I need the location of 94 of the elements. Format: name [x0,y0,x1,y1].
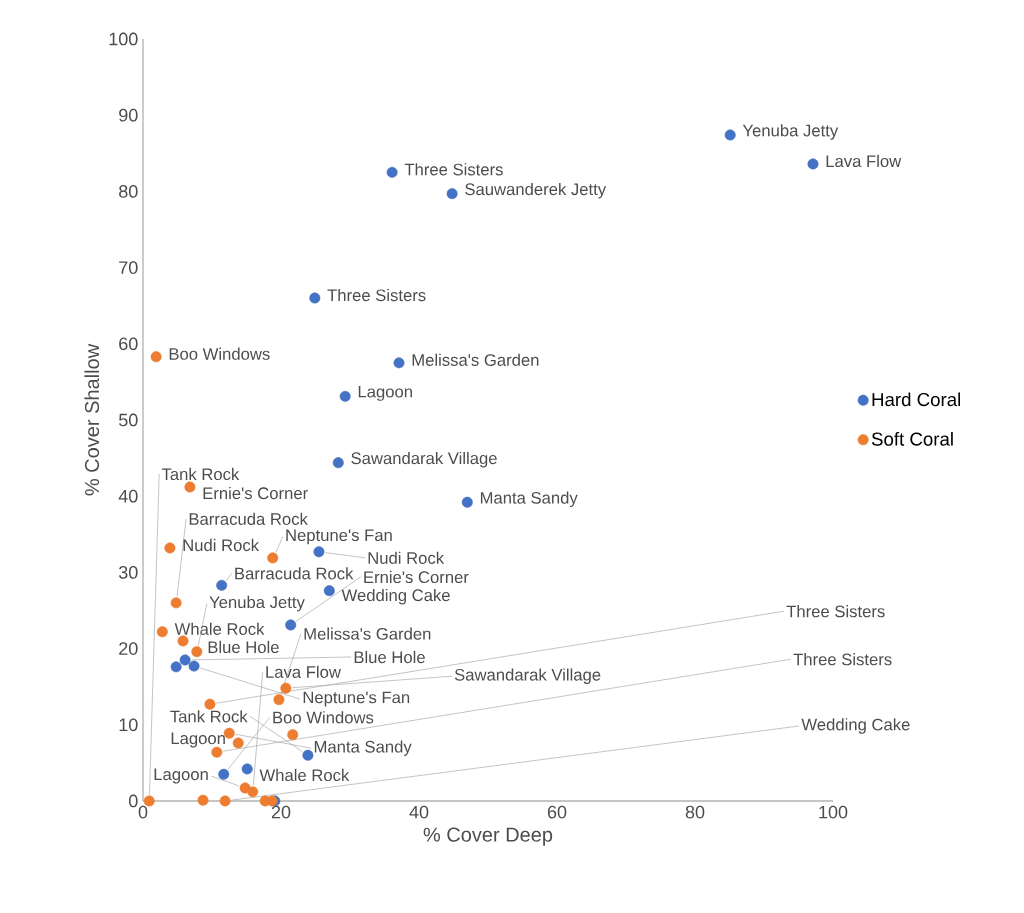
point [150,351,162,363]
data-label: Three Sisters [404,163,503,176]
point [188,660,200,672]
data-label: Lagoon [154,768,208,784]
data-label: Lava Flow [826,154,902,168]
y-tick-label: 60 [119,337,138,351]
data-label: Manta Sandy [480,491,578,508]
x-tick-label: 60 [547,805,567,819]
data-label: Wedding Cake [341,588,450,605]
point [323,585,335,597]
data-label: Nudi Rock [368,551,445,564]
point [446,188,458,200]
data-label: Tank Rock [161,467,240,481]
point [287,729,299,741]
data-label: Neptune's Fan [303,691,410,707]
point [197,794,209,806]
y-tick-label: 70 [119,261,138,274]
point [191,646,203,658]
data-label: Wedding Cake [801,718,910,734]
point [177,635,189,647]
data-label: Blue Hole [354,650,425,664]
point [724,129,736,141]
y-tick-label: 30 [118,566,138,579]
point [807,158,819,170]
x-tick-label: 80 [685,805,705,819]
point [332,457,344,469]
point [285,619,297,631]
point [273,694,285,706]
data-label: Melissa's Garden [412,353,539,366]
legend-label: Hard Coral [872,392,961,407]
point [386,166,398,178]
data-label: Boo Windows [169,347,270,360]
y-tick-label: 40 [118,489,138,503]
data-label: Blue Hole [208,640,279,654]
y-tick-label: 50 [118,413,138,427]
point [218,768,230,780]
point [216,579,228,591]
data-label: Three Sisters [327,288,426,302]
data-label: Lava Flow [266,665,341,678]
point [232,737,244,749]
data-label: Sauwanderek Jetty [465,182,607,199]
point [179,654,191,666]
point [280,682,292,694]
data-label: Sawandarak Village [454,668,601,684]
point [241,763,253,775]
data-label: Yenuba Jetty [742,124,839,140]
point [204,698,216,710]
data-label: Lagoon [171,732,225,748]
point [170,597,182,609]
point [219,795,231,807]
y-tick-label: 80 [119,185,138,198]
point [170,661,182,673]
data-label: Lagoon [358,385,412,401]
point [461,496,473,508]
y-tick-label: 100 [109,32,138,46]
point [223,727,235,739]
point [339,390,351,402]
data-label: Sawandarak Village [351,451,497,468]
data-label: Ernie's Corner [364,570,469,584]
point [143,795,155,807]
data-label: Melissa's Garden [304,627,431,640]
data-label: Tank Rock [170,710,248,723]
y-tick-label: 20 [119,642,138,655]
point [313,546,325,558]
y-tick-label: 90 [119,108,138,122]
data-label: Barracuda Rock [235,567,354,580]
data-label: Whale Rock [174,622,265,635]
data-label: Barracuda Rock [189,512,308,525]
data-label: Nudi Rock [183,538,260,552]
point [309,292,321,304]
data-label: Ernie's Corner [203,486,308,500]
point [302,749,314,761]
data-label: Boo Windows [273,711,374,724]
y-tick-label: 10 [119,718,138,732]
data-label: Three Sisters [793,653,892,666]
x-tick-label: 0 [138,805,148,819]
y-tick-label: 0 [129,794,138,808]
x-tick-label: 100 [819,805,848,819]
data-label: Manta Sandy [314,740,412,756]
point [267,552,279,564]
data-label: Neptune's Fan [286,529,392,545]
point [164,542,176,554]
point [393,357,405,369]
x-tick-label: 20 [271,805,291,819]
data-label: Whale Rock [259,768,350,782]
point [156,626,168,638]
data-label: Three Sisters [786,605,885,618]
y-axis-title: % Cover Shallow [84,343,100,496]
data-label: Yenuba Jetty [209,595,305,612]
x-axis-title: % Cover Deep [423,827,553,846]
point [184,481,196,493]
x-tick-label: 40 [409,805,429,819]
legend-label: Soft Coral [871,431,953,446]
point [247,786,259,798]
